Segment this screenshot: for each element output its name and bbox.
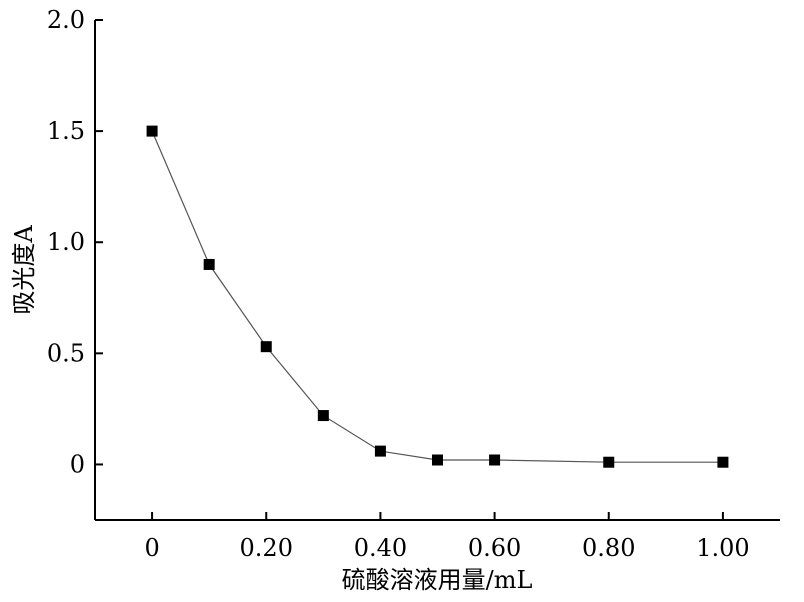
data-point	[260, 341, 272, 353]
x-tick-label: 0	[144, 534, 159, 562]
data-point	[317, 410, 329, 422]
y-tick-label: 0	[70, 450, 85, 478]
x-tick-label: 0.20	[240, 534, 293, 562]
data-point	[489, 454, 501, 466]
x-axis-label: 硫酸溶液用量/mL	[342, 566, 533, 594]
data-point	[603, 456, 615, 468]
x-axis-ticks: 0 0.20 0.40 0.60 0.80 1.00	[144, 512, 750, 562]
data-point	[432, 454, 443, 466]
series-line	[151, 130, 723, 463]
y-axis-label: 吸光度A	[10, 225, 38, 315]
x-tick-label: 1.00	[696, 534, 749, 562]
y-axis-ticks: 0 0.5 1.0 1.5 2.0	[47, 6, 103, 478]
data-point	[374, 445, 386, 457]
data-point	[146, 125, 158, 137]
y-tick-label: 2.0	[47, 6, 85, 34]
data-point	[717, 456, 729, 468]
axes	[94, 20, 780, 521]
x-tick-label: 0.60	[468, 534, 521, 562]
x-tick-label: 0.40	[354, 534, 407, 562]
y-tick-label: 1.5	[47, 117, 85, 145]
data-series	[146, 125, 729, 468]
data-point	[203, 258, 215, 270]
y-tick-label: 0.5	[47, 339, 85, 367]
y-tick-label: 1.0	[47, 228, 85, 256]
x-tick-label: 0.80	[582, 534, 635, 562]
